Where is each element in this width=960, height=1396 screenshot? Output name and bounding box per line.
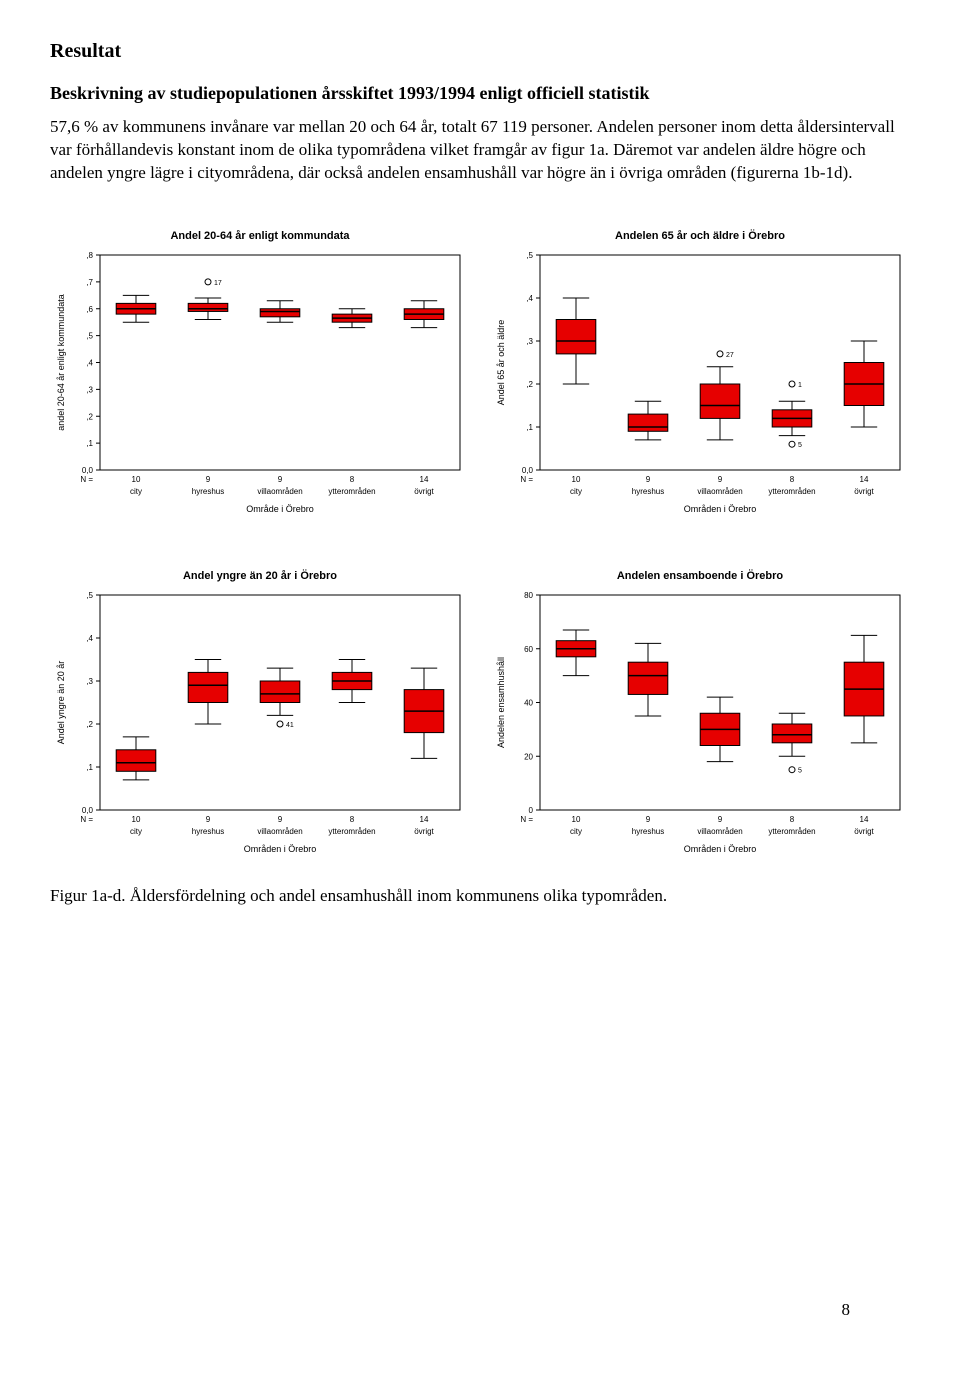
- svg-text:,4: ,4: [526, 294, 533, 303]
- svg-text:8: 8: [350, 815, 355, 824]
- svg-text:,1: ,1: [526, 423, 533, 432]
- svg-text:övrigt: övrigt: [854, 827, 874, 836]
- charts-grid: Andel 20-64 år enligt kommundata 0,0 ,1 ,2,…: [50, 225, 910, 865]
- svg-text:,5: ,5: [86, 591, 93, 600]
- svg-text:,2: ,2: [526, 380, 533, 389]
- svg-text:20: 20: [524, 752, 533, 761]
- svg-text:0,0: 0,0: [522, 466, 534, 475]
- chart-1a: Andel 20-64 år enligt kommundata 0,0 ,1 ,2,…: [50, 225, 470, 525]
- svg-text:Andel yngre än 20 år i Örebro: Andel yngre än 20 år i Örebro: [183, 569, 337, 582]
- svg-text:27: 27: [726, 352, 734, 359]
- svg-text:9: 9: [646, 815, 651, 824]
- page-number: 8: [842, 1300, 851, 1320]
- svg-text:Andel yngre än 20 år: Andel yngre än 20 år: [56, 661, 66, 745]
- svg-text:5: 5: [798, 442, 802, 449]
- svg-text:övrigt: övrigt: [414, 827, 434, 836]
- svg-text:9: 9: [278, 815, 283, 824]
- svg-text:ytterområden: ytterområden: [768, 827, 815, 836]
- svg-text:9: 9: [718, 475, 723, 484]
- chart-1b: Andelen 65 år och äldre i Örebro 0,0 ,1 ,2,…: [490, 225, 910, 525]
- svg-text:hyreshus: hyreshus: [632, 487, 664, 496]
- svg-text:,7: ,7: [86, 278, 93, 287]
- svg-text:0,0: 0,0: [82, 466, 94, 475]
- svg-text:,1: ,1: [86, 763, 93, 772]
- svg-text:40: 40: [524, 698, 533, 707]
- svg-text:Områden i Örebro: Områden i Örebro: [244, 844, 317, 854]
- body-paragraph: 57,6 % av kommunens invånare var mellan …: [50, 116, 910, 185]
- svg-text:,8: ,8: [86, 251, 93, 260]
- svg-text:14: 14: [860, 815, 869, 824]
- svg-text:,4: ,4: [86, 358, 93, 367]
- svg-text:Områden i Örebro: Områden i Örebro: [684, 504, 757, 514]
- svg-text:8: 8: [350, 475, 355, 484]
- svg-text:,3: ,3: [86, 677, 93, 686]
- svg-text:andel 20-64 år enligt kommunda: andel 20-64 år enligt kommundata: [56, 294, 66, 431]
- svg-text:8: 8: [790, 815, 795, 824]
- svg-text:10: 10: [132, 475, 141, 484]
- svg-text:N =: N =: [80, 475, 93, 484]
- svg-text:hyreshus: hyreshus: [192, 827, 224, 836]
- svg-text:city: city: [570, 827, 582, 836]
- chart-1d: Andelen ensamboende i Örebro 0 20 40 60 80 And…: [490, 565, 910, 865]
- svg-text:41: 41: [286, 722, 294, 729]
- svg-text:,3: ,3: [86, 385, 93, 394]
- svg-text:N =: N =: [80, 815, 93, 824]
- svg-text:villaområden: villaområden: [257, 827, 302, 836]
- svg-text:9: 9: [718, 815, 723, 824]
- svg-text:14: 14: [420, 475, 429, 484]
- svg-text:1: 1: [798, 382, 802, 389]
- svg-text:9: 9: [646, 475, 651, 484]
- svg-text:14: 14: [860, 475, 869, 484]
- svg-text:hyreshus: hyreshus: [192, 487, 224, 496]
- svg-text:9: 9: [278, 475, 283, 484]
- chart-1c: Andel yngre än 20 år i Örebro 0,0 ,1 ,2 ,3 ,4…: [50, 565, 470, 865]
- svg-text:Område i Örebro: Område i Örebro: [246, 504, 314, 514]
- svg-text:80: 80: [524, 591, 533, 600]
- svg-text:villaområden: villaområden: [697, 827, 742, 836]
- svg-text:,1: ,1: [86, 439, 93, 448]
- svg-text:60: 60: [524, 645, 533, 654]
- svg-text:10: 10: [572, 475, 581, 484]
- svg-text:övrigt: övrigt: [854, 487, 874, 496]
- svg-text:5: 5: [798, 768, 802, 775]
- svg-text:,2: ,2: [86, 412, 93, 421]
- svg-text:city: city: [570, 487, 582, 496]
- subsection-heading: Beskrivning av studiepopulationen årsski…: [50, 83, 910, 104]
- svg-text:8: 8: [790, 475, 795, 484]
- svg-text:Andelen 65 år och äldre i Öreb: Andelen 65 år och äldre i Örebro: [615, 229, 785, 242]
- svg-text:,6: ,6: [86, 305, 93, 314]
- svg-text:9: 9: [206, 815, 211, 824]
- svg-text:14: 14: [420, 815, 429, 824]
- svg-text:Andelen ensamboende i Örebro: Andelen ensamboende i Örebro: [617, 569, 784, 582]
- section-heading: Resultat: [50, 40, 910, 63]
- svg-text:,5: ,5: [526, 251, 533, 260]
- svg-text:17: 17: [214, 280, 222, 287]
- svg-text:Andel 20-64 år enligt kommunda: Andel 20-64 år enligt kommundata: [170, 230, 350, 242]
- svg-text:ytterområden: ytterområden: [768, 487, 815, 496]
- svg-text:0,0: 0,0: [82, 806, 94, 815]
- svg-text:Andelen ensamhushåll: Andelen ensamhushåll: [496, 657, 506, 748]
- svg-text:Områden i Örebro: Områden i Örebro: [684, 844, 757, 854]
- svg-text:,2: ,2: [86, 720, 93, 729]
- svg-text:villaområden: villaområden: [257, 487, 302, 496]
- svg-text:,5: ,5: [86, 331, 93, 340]
- svg-text:10: 10: [132, 815, 141, 824]
- svg-text:city: city: [130, 487, 142, 496]
- svg-text:city: city: [130, 827, 142, 836]
- svg-text:10: 10: [572, 815, 581, 824]
- svg-text:villaområden: villaområden: [697, 487, 742, 496]
- svg-text:Andel 65 år och äldre: Andel 65 år och äldre: [496, 320, 506, 406]
- svg-text:övrigt: övrigt: [414, 487, 434, 496]
- svg-text:ytterområden: ytterområden: [328, 827, 375, 836]
- svg-text:hyreshus: hyreshus: [632, 827, 664, 836]
- svg-text:0: 0: [529, 806, 534, 815]
- svg-text:9: 9: [206, 475, 211, 484]
- svg-text:N =: N =: [520, 815, 533, 824]
- svg-text:N =: N =: [520, 475, 533, 484]
- svg-text:,3: ,3: [526, 337, 533, 346]
- figure-caption: Figur 1a-d. Åldersfördelning och andel e…: [50, 885, 910, 908]
- svg-text:,4: ,4: [86, 634, 93, 643]
- svg-text:ytterområden: ytterområden: [328, 487, 375, 496]
